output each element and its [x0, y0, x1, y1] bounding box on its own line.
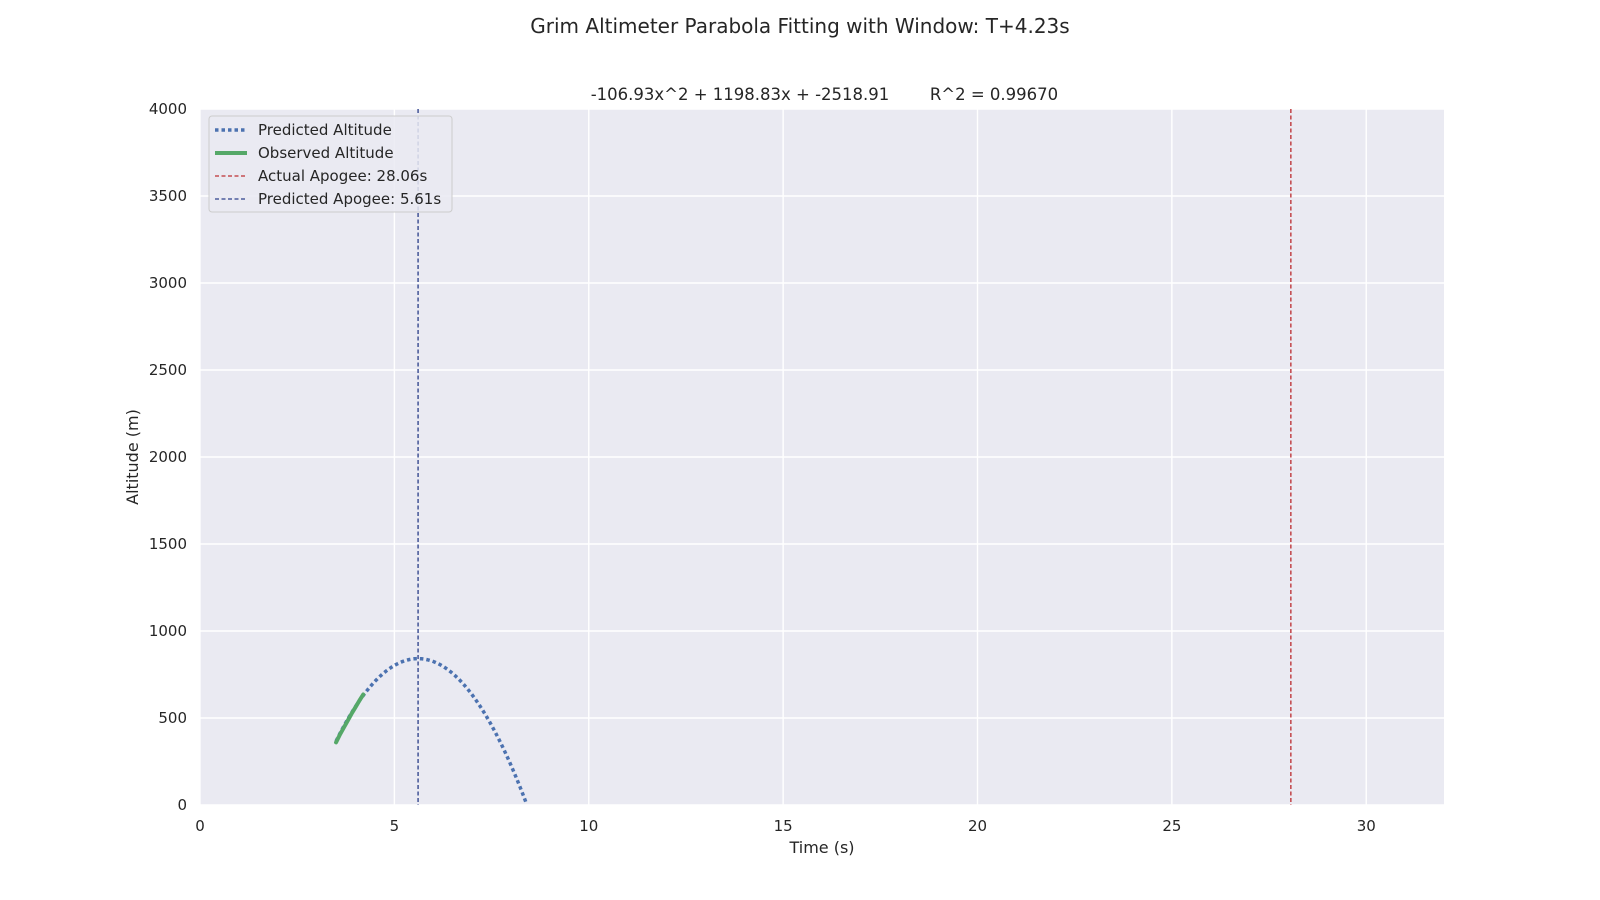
grid-lines [199, 108, 1444, 806]
y-axis-label: Altitude (m) [123, 409, 142, 505]
x-tick-label: 5 [390, 817, 400, 835]
legend: Predicted Altitude Observed Altitude Actua… [208, 115, 453, 213]
data-series [334, 656, 528, 803]
legend-label: Predicted Apogee: 5.61s [258, 190, 441, 208]
x-tick-label: 0 [195, 817, 205, 835]
x-axis-label: Time (s) [788, 838, 854, 857]
predicted-altitude-line [334, 656, 528, 803]
y-tick-label: 4000 [149, 100, 187, 118]
x-tick-label: 15 [774, 817, 793, 835]
y-tick-label: 0 [177, 796, 187, 814]
y-tick-label: 1000 [149, 622, 187, 640]
x-tick-label: 10 [579, 817, 598, 835]
legend-label: Actual Apogee: 28.06s [258, 167, 427, 185]
y-tick-label: 1500 [149, 535, 187, 553]
y-tick-label: 2500 [149, 361, 187, 379]
x-tick-label: 20 [968, 817, 987, 835]
fit-r-squared: R^2 = 0.99670 [930, 85, 1058, 104]
y-tick-label: 2000 [149, 448, 187, 466]
y-tick-labels: 0 500 1000 1500 2000 2500 3000 3500 4000 [149, 100, 187, 814]
legend-box [208, 115, 453, 213]
legend-label: Observed Altitude [258, 144, 394, 162]
y-tick-label: 500 [158, 709, 187, 727]
x-tick-label: 25 [1162, 817, 1181, 835]
observed-altitude-line [334, 692, 366, 745]
x-tick-labels: 0 5 10 15 20 25 30 [195, 817, 1376, 835]
fit-equation: -106.93x^2 + 1198.83x + -2518.91 [591, 85, 890, 104]
y-tick-label: 3500 [149, 187, 187, 205]
chart-title: Grim Altimeter Parabola Fitting with Win… [530, 14, 1070, 38]
apogee-lines [417, 109, 1292, 805]
legend-label: Predicted Altitude [258, 121, 392, 139]
y-tick-label: 3000 [149, 274, 187, 292]
x-tick-label: 30 [1357, 817, 1376, 835]
